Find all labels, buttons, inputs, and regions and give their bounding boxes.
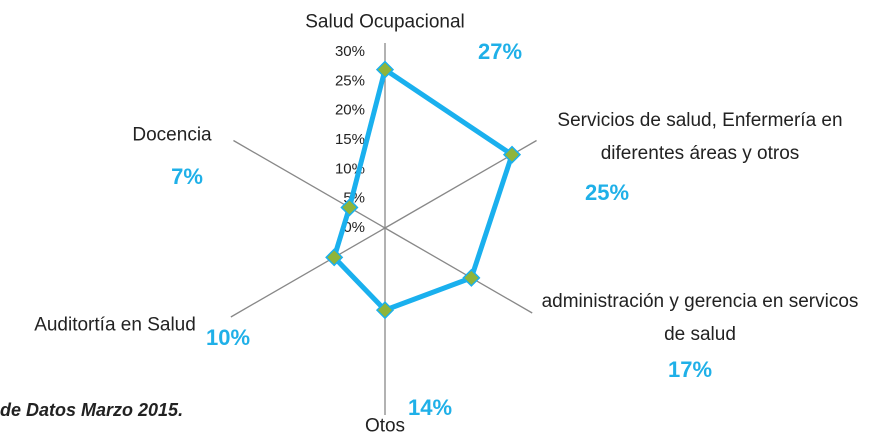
marker	[375, 301, 395, 320]
value-label: 25%	[584, 180, 630, 205]
y-tick-label: 25%	[335, 72, 365, 89]
marker	[462, 268, 481, 287]
category-label: Auditortía en Salud	[34, 314, 196, 336]
note: de Datos Marzo 2015.	[0, 400, 184, 420]
value-label: 17%	[667, 357, 713, 382]
marker	[340, 198, 359, 217]
value-label: 10%	[205, 325, 251, 350]
category-label: administración y gerencia en servicos de…	[541, 291, 859, 345]
y-tick-label: 20%	[335, 102, 365, 119]
axis-line	[233, 139, 386, 229]
marker	[325, 248, 344, 267]
value-label: 7%	[171, 164, 203, 189]
y-tick-label: 0%	[343, 219, 365, 236]
axis-line	[384, 227, 533, 314]
category-label: Servicios de salud, Enfermería en difere…	[557, 110, 843, 164]
axis-line	[230, 227, 386, 318]
value-label: 14%	[407, 395, 453, 420]
y-tick-label: 15%	[335, 131, 365, 148]
value-label: 27%	[477, 39, 523, 64]
category-label: Otos	[364, 415, 406, 437]
marker	[502, 145, 522, 164]
category-label: Salud Ocupacional	[305, 11, 465, 33]
marker	[375, 60, 395, 79]
y-tick-label: 30%	[335, 43, 365, 60]
category-label: Docencia	[132, 124, 212, 146]
